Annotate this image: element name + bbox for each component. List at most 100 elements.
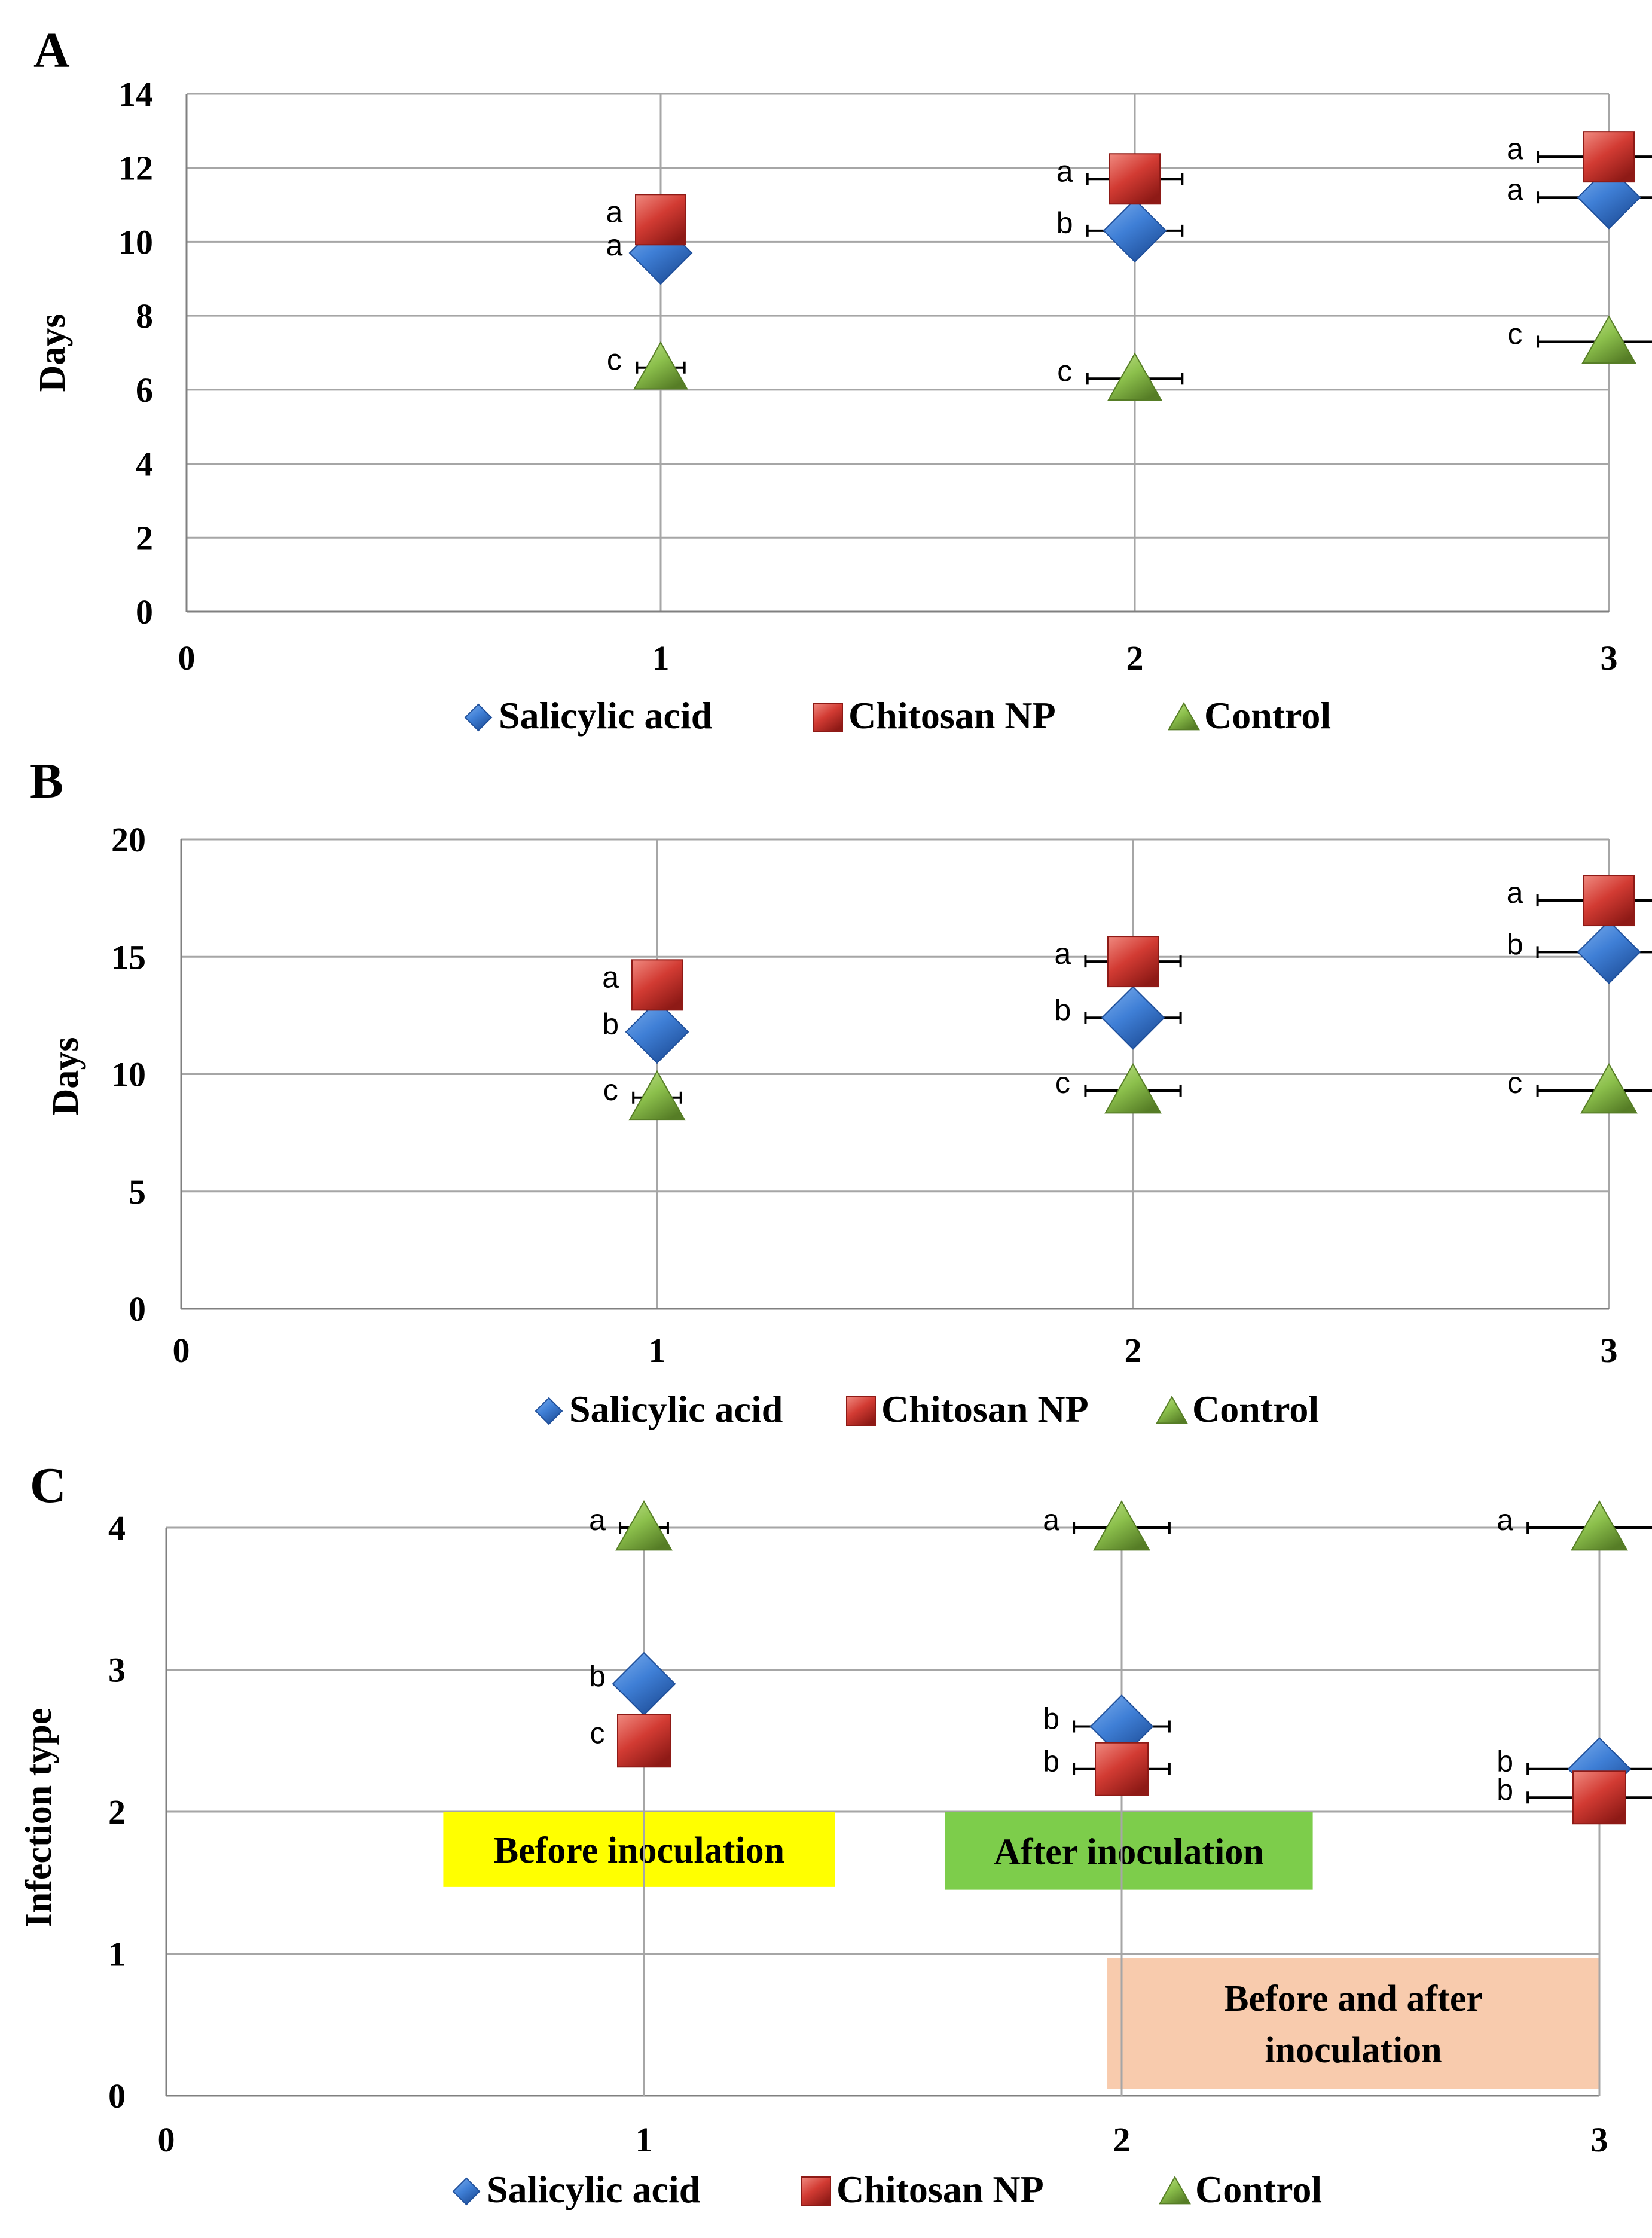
series-chitosan-np: c b b [590,1714,1652,1825]
data-point-triangle [628,1070,686,1121]
legend-marker-triangle [1168,701,1200,731]
y-tick-label: 20 [111,820,146,859]
significance-letter: b [1497,1773,1513,1806]
data-point-triangle [615,1500,673,1551]
data-point-diamond [612,1651,676,1716]
legend-label: Chitosan NP [836,2168,1044,2210]
legend-label: Salicylic acid [499,694,712,737]
significance-letter: b [1043,1702,1059,1736]
significance-letter: b [1507,927,1523,961]
data-point-triangle [1580,1062,1638,1114]
significance-letter: a [1054,937,1071,970]
x-tick-label: 3 [1601,639,1618,677]
data-point-triangle [633,341,688,390]
legend-marker-diamond [464,703,493,732]
y-axis-label: Days [32,314,73,392]
panel-letter-b: B [30,753,63,809]
significance-letter: a [1043,1503,1059,1537]
significance-letter: c [1508,317,1523,350]
significance-letter: c [1057,354,1072,387]
significance-letter: c [590,1716,605,1750]
y-tick-label: 6 [136,371,153,410]
panel-letter-a: A [33,23,70,78]
significance-letter: a [1497,1503,1513,1537]
y-tick-label: 1 [108,1935,126,1974]
legend-marker-triangle [1156,1395,1188,1424]
legend-label: Salicylic acid [569,1388,783,1430]
data-point-diamond [1103,199,1167,263]
significance-letter: c [1507,1066,1522,1100]
legend-marker-square [846,1396,876,1426]
data-point-triangle [1107,352,1162,401]
legend-label: Control [1192,1388,1319,1430]
significance-letter: c [607,343,622,377]
legend-marker-diamond [535,1397,563,1425]
significance-letter: b [1043,1745,1059,1778]
significance-letter: a [1056,154,1073,188]
y-tick-label: 4 [108,1509,126,1547]
y-tick-label: 0 [129,1290,146,1329]
data-point-square [1095,1742,1149,1796]
annotation-text: Before inoculation [494,1830,784,1871]
y-tick-label: 10 [111,1055,146,1094]
data-point-square [631,959,683,1011]
series-salicylic-acid: a b a [606,165,1652,285]
x-tick-label: 2 [1113,2120,1131,2159]
data-point-triangle [1093,1500,1150,1551]
data-point-diamond [1101,985,1165,1050]
y-tick-label: 14 [118,75,153,114]
x-tick-label: 3 [1601,1331,1618,1370]
series-chitosan-np: a a a [606,131,1652,246]
annotation-box [443,1812,835,1887]
significance-letter: a [589,1503,606,1537]
legend: Salicylic acid Chitosan NP Control [535,1388,1319,1430]
panel-letter-c: C [30,1458,66,1513]
significance-letter: c [603,1073,618,1107]
data-point-square [1109,153,1161,205]
annotation-text: inoculation [1265,2030,1442,2071]
legend: Salicylic acid Chitosan NP Control [452,2168,1322,2210]
significance-letter: a [606,195,622,228]
y-axis-label: Days [45,1037,86,1116]
significance-letter: b [602,1007,619,1041]
y-tick-label: 8 [136,297,153,335]
significance-letter: a [602,960,619,994]
y-tick-label: 2 [136,518,153,557]
y-tick-label: 12 [118,149,153,188]
x-tick-label: 0 [158,2120,175,2159]
data-point-square [617,1714,671,1768]
x-tick-label: 3 [1591,2120,1608,2159]
y-tick-label: 0 [136,593,153,631]
series-salicylic-acid: b b b [602,920,1652,1064]
x-tick-label: 2 [1125,1331,1142,1370]
legend-label: Control [1204,694,1331,737]
data-point-square [1107,936,1159,988]
legend-marker-square [801,2176,831,2206]
legend-label: Chitosan NP [881,1388,1089,1430]
y-tick-label: 15 [111,938,146,976]
legend-marker-diamond [452,2177,481,2206]
significance-letter: c [1055,1066,1070,1100]
data-point-square [1572,1770,1626,1825]
annotation-text: After inoculation [994,1831,1264,1872]
annotation-box [1107,1958,1599,2089]
x-tick-label: 0 [178,639,196,677]
x-tick-label: 1 [652,639,670,677]
significance-letter: a [1507,132,1523,166]
annotation-text: Before and after [1224,1979,1483,2019]
y-tick-label: 2 [108,1793,126,1831]
legend-label: Salicylic acid [487,2168,700,2210]
annotation-box [945,1812,1313,1890]
x-tick-label: 1 [649,1331,666,1370]
x-tick-label: 0 [173,1331,190,1370]
legend-marker-square [813,703,843,732]
series-control: c c c [607,315,1652,401]
legend-marker-triangle [1159,2175,1191,2205]
x-tick-label: 1 [636,2120,653,2159]
panel-c: C 0 1 2 3 4 0 1 2 3 Infection type Before inoculati… [19,1458,1652,2210]
y-tick-label: 4 [136,445,153,484]
